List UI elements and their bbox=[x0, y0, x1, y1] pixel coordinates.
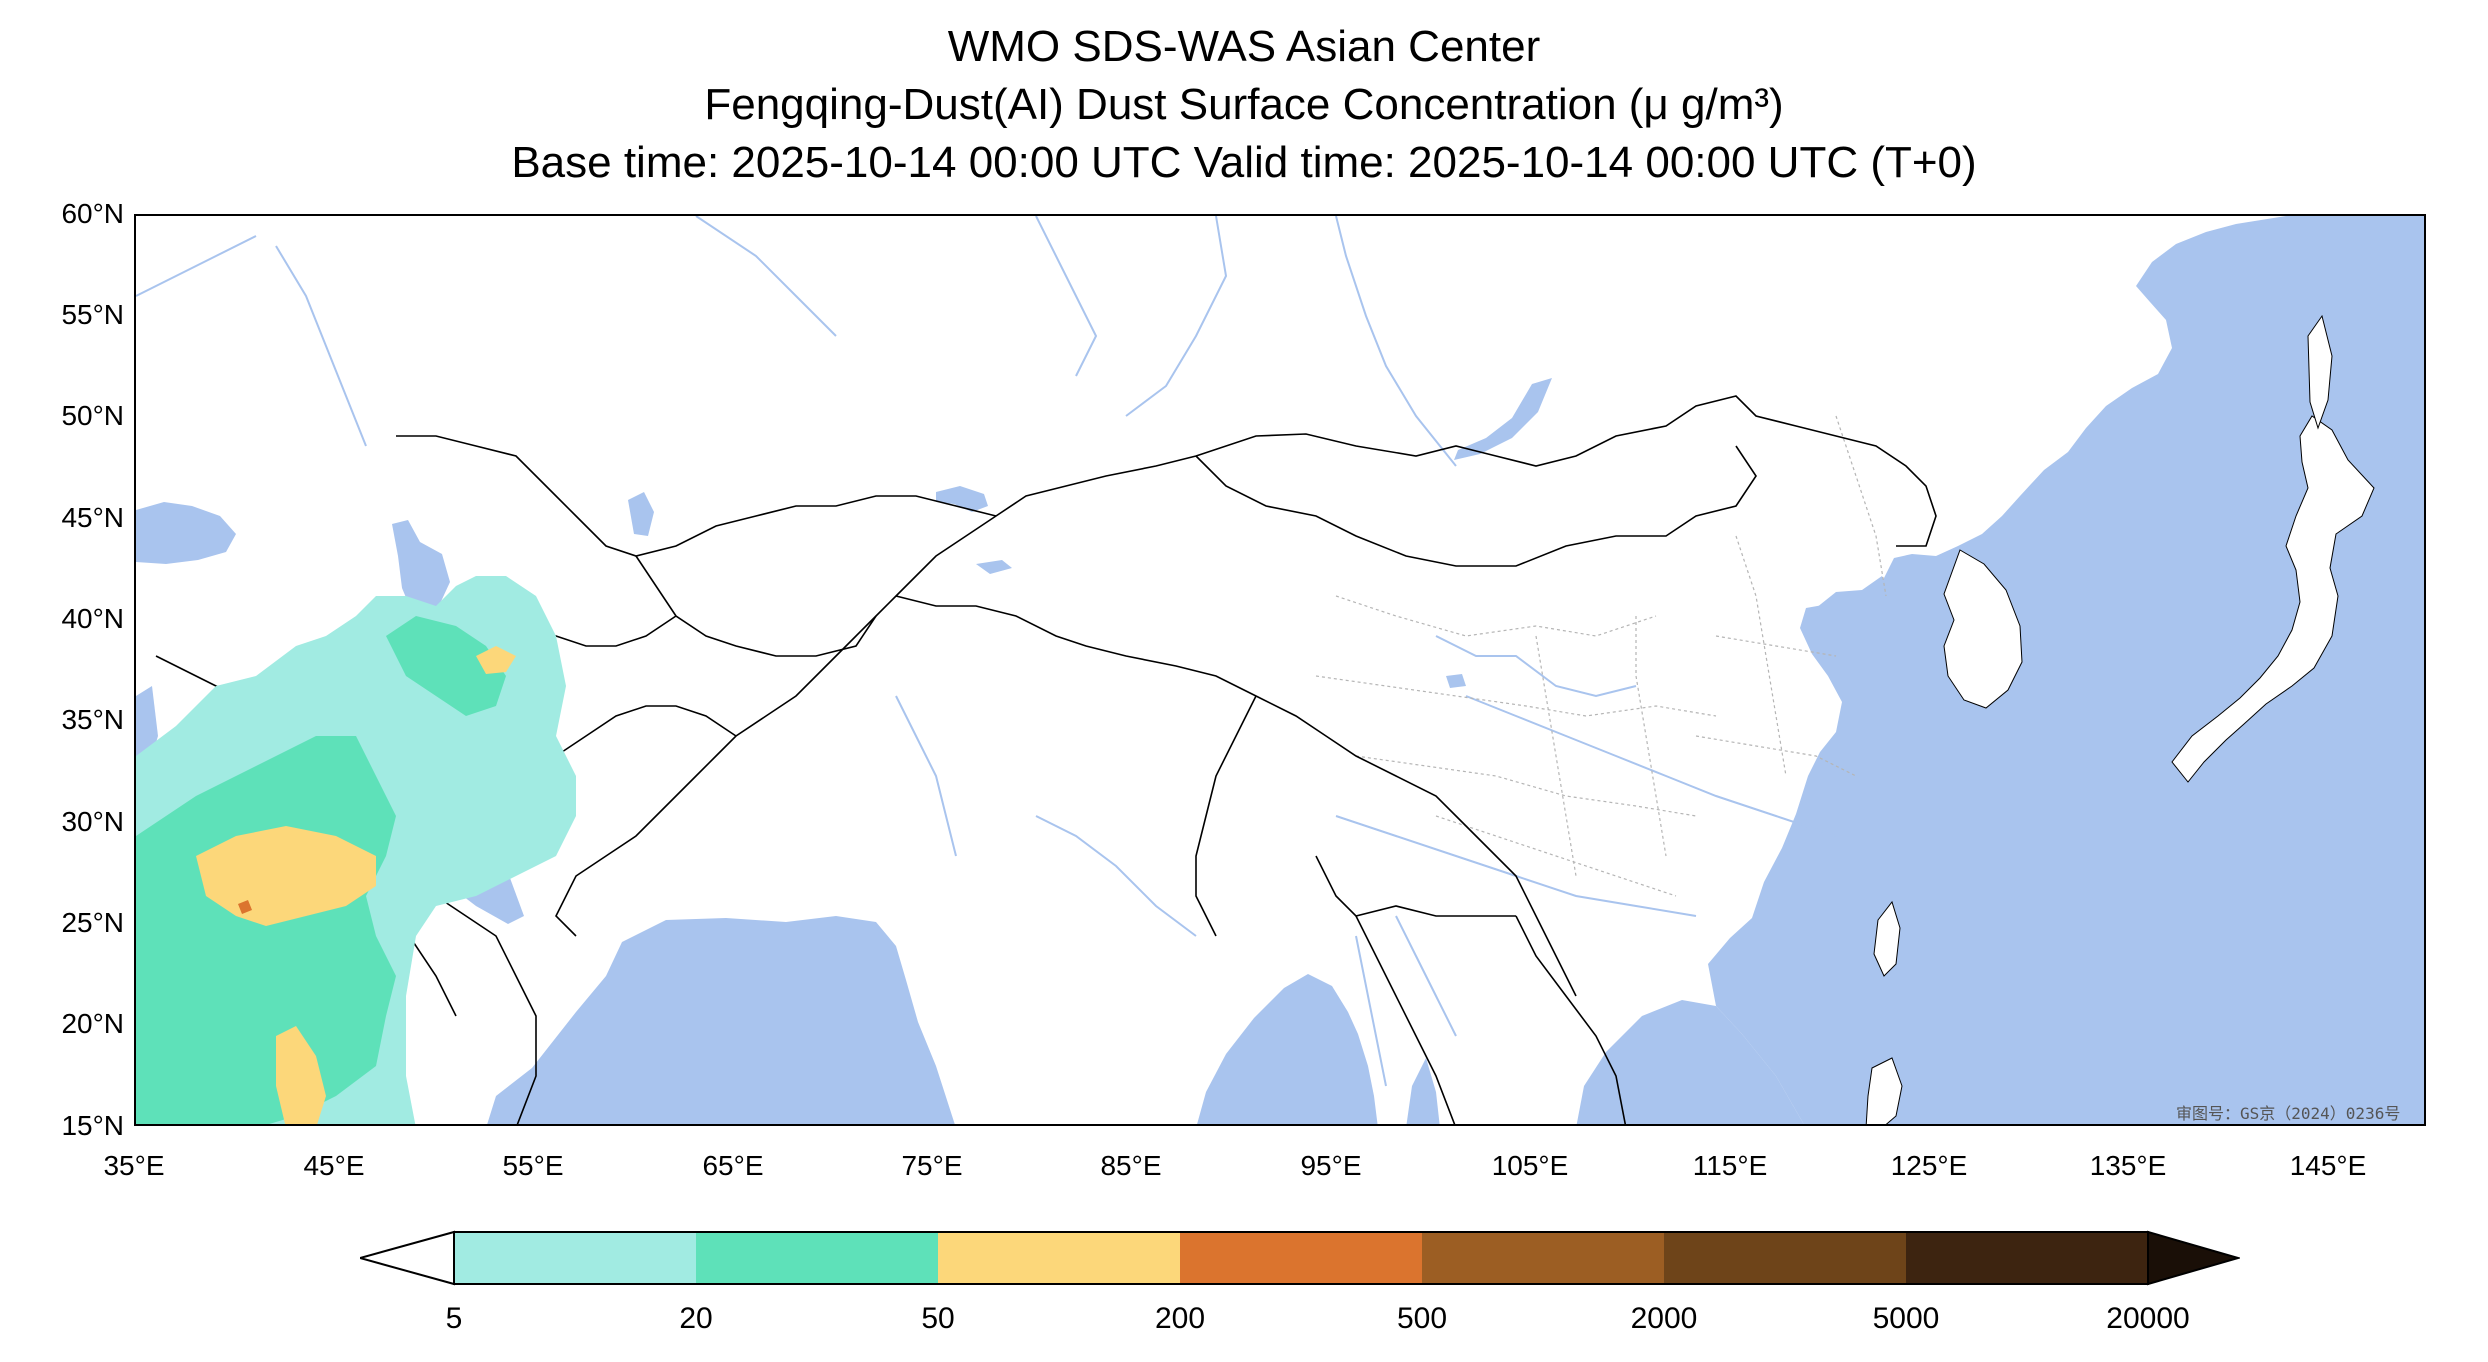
pacific-ocean bbox=[1708, 216, 2424, 1124]
colorbar-bin-3 bbox=[1180, 1232, 1422, 1284]
south-china-sea bbox=[1576, 1000, 1804, 1124]
bohai-sea bbox=[1816, 576, 1892, 642]
taiwan-land bbox=[1873, 900, 1901, 977]
colorbar-bin-6 bbox=[1906, 1232, 2148, 1284]
colorbar-label-5000: 5000 bbox=[1872, 1302, 1940, 1335]
lat-label-60n: 60°N bbox=[61, 198, 124, 229]
colorbar-bin-4 bbox=[1422, 1232, 1664, 1284]
lon-label-145e: 145°E bbox=[2289, 1150, 2367, 1181]
rivers bbox=[136, 216, 1837, 1087]
arabian-sea bbox=[487, 916, 955, 1124]
lat-label-55n: 55°N bbox=[61, 299, 124, 330]
colorbar-bin-1 bbox=[696, 1232, 938, 1284]
map-approval-number: 审图号：GS京（2024）0236号 bbox=[2176, 1104, 2401, 1123]
dust-level-200-500 bbox=[238, 900, 252, 914]
lat-label-50n: 50°N bbox=[61, 400, 124, 431]
dust-level-50-200-east bbox=[476, 646, 516, 674]
lon-label-85e: 85°E bbox=[1100, 1150, 1162, 1181]
lat-label-20n: 20°N bbox=[61, 1008, 124, 1039]
colorbar-svg bbox=[360, 1230, 2240, 1286]
colorbar-outline bbox=[453, 1231, 2149, 1285]
dust-level-20-50 bbox=[136, 736, 396, 1124]
colorbar-bin-5 bbox=[1664, 1232, 1906, 1284]
bay-of-bengal bbox=[1197, 974, 1378, 1124]
lake-baikal bbox=[1454, 378, 1552, 460]
lon-label-125e: 125°E bbox=[1890, 1150, 1968, 1181]
lon-label-35e: 35°E bbox=[103, 1150, 165, 1181]
lon-label-135e: 135°E bbox=[2089, 1150, 2167, 1181]
lon-label-45e: 45°E bbox=[303, 1150, 365, 1181]
lon-label-105e: 105°E bbox=[1491, 1150, 1569, 1181]
province-boundaries bbox=[1315, 415, 1887, 897]
lat-label-25n: 25°N bbox=[61, 907, 124, 938]
colorbar-extend-low bbox=[360, 1230, 455, 1286]
colorbar-bin-0 bbox=[454, 1232, 696, 1284]
colorbar-label-200: 200 bbox=[1154, 1302, 1206, 1335]
sakhalin-land bbox=[2307, 314, 2333, 430]
lon-label-75e: 75°E bbox=[901, 1150, 963, 1181]
map-canvas bbox=[134, 214, 2426, 1126]
lake-issyk-kul bbox=[976, 560, 1012, 574]
lon-label-65e: 65°E bbox=[702, 1150, 764, 1181]
lat-label-45n: 45°N bbox=[61, 502, 124, 533]
black-sea bbox=[136, 502, 236, 564]
dust-level-50-200 bbox=[196, 826, 376, 926]
lon-label-95e: 95°E bbox=[1300, 1150, 1362, 1181]
andaman-sea bbox=[1406, 1058, 1440, 1124]
colorbar bbox=[360, 1228, 2240, 1328]
colorbar-label-50: 50 bbox=[921, 1302, 955, 1335]
lon-label-115e: 115°E bbox=[1692, 1150, 1768, 1181]
dust-level-50-200-south bbox=[276, 1026, 326, 1124]
title-center: WMO SDS-WAS Asian Center bbox=[947, 22, 1541, 71]
colorbar-extend-high bbox=[2147, 1230, 2240, 1286]
lake-balkhash bbox=[936, 486, 988, 512]
colorbar-label-20000: 20000 bbox=[2106, 1302, 2190, 1335]
colorbar-label-500: 500 bbox=[1396, 1302, 1448, 1335]
title-product: Fengqing-Dust(AI) Dust Surface Concentra… bbox=[704, 80, 1784, 129]
korea-land bbox=[1943, 549, 2023, 709]
title-time: Base time: 2025-10-14 00:00 UTC Valid ti… bbox=[511, 138, 1977, 187]
lat-label-40n: 40°N bbox=[61, 603, 124, 634]
japan-land bbox=[2171, 415, 2375, 783]
map-svg bbox=[136, 216, 2424, 1124]
map-title-block: WMO SDS-WAS Asian Center Fengqing-Dust(A… bbox=[0, 18, 2488, 192]
lat-label-30n: 30°N bbox=[61, 806, 124, 837]
aral-sea bbox=[628, 492, 654, 536]
colorbar-label-2000: 2000 bbox=[1630, 1302, 1698, 1335]
colorbar-bin-2 bbox=[938, 1232, 1180, 1284]
lat-label-15n: 15°N bbox=[61, 1110, 124, 1141]
lat-label-35n: 35°N bbox=[61, 704, 124, 735]
colorbar-label-20: 20 bbox=[679, 1302, 713, 1335]
colorbar-label-5: 5 bbox=[445, 1302, 463, 1335]
philippines-land bbox=[1865, 1057, 1903, 1124]
dust-level-20-50-east bbox=[386, 616, 506, 716]
qinghai-lake bbox=[1446, 674, 1466, 688]
dust-concentration-field bbox=[136, 576, 576, 1124]
lon-label-55e: 55°E bbox=[502, 1150, 564, 1181]
